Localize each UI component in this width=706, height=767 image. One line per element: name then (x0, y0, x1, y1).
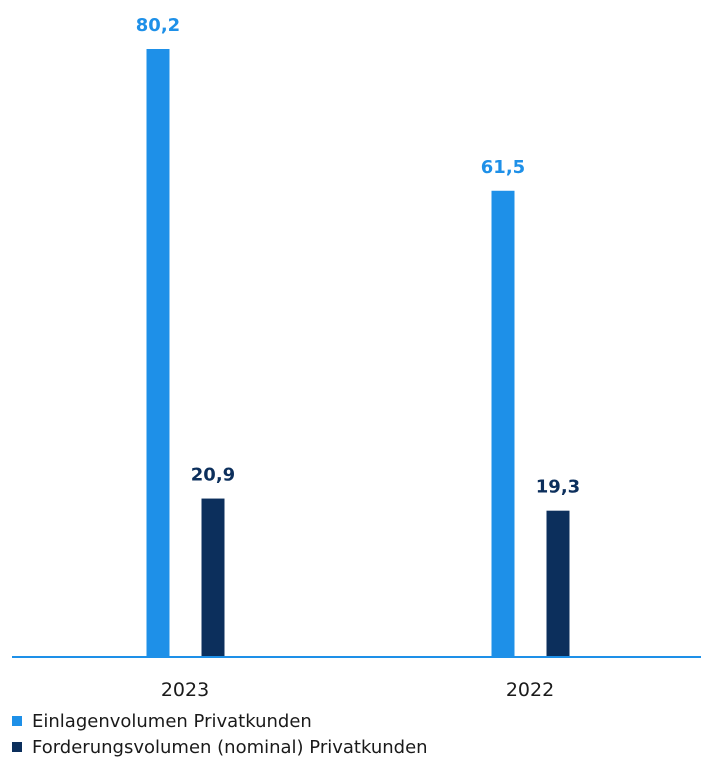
legend-label-forderungen: Forderungsvolumen (nominal) Privatkunden (32, 736, 428, 758)
x-tick-labels-group: 2023 2022 (161, 679, 554, 700)
legend-swatch-einlagen (12, 716, 22, 726)
x-tick-label-2022: 2022 (506, 679, 554, 700)
legend-item: Forderungsvolumen (nominal) Privatkunden (12, 734, 428, 760)
bars-group (146, 49, 570, 658)
bar-forderungen-2023 (201, 498, 225, 657)
value-label-einlagen-2022: 61,5 (481, 157, 525, 178)
bar-forderungen-2022 (546, 510, 570, 657)
x-tick-label-2023: 2023 (161, 679, 209, 700)
value-label-forderungen-2022: 19,3 (536, 477, 580, 498)
bar-chart: 80,2 61,5 20,9 19,3 2023 2022 (12, 15, 701, 700)
value-label-forderungen-2023: 20,9 (191, 465, 235, 486)
legend-label-einlagen: Einlagenvolumen Privatkunden (32, 710, 312, 732)
legend: Einlagenvolumen Privatkunden Forderungsv… (12, 708, 428, 760)
legend-swatch-forderungen (12, 742, 22, 752)
legend-item: Einlagenvolumen Privatkunden (12, 708, 428, 734)
bar-einlagen-2023 (146, 49, 170, 657)
value-label-einlagen-2023: 80,2 (136, 15, 180, 36)
bar-einlagen-2022 (491, 190, 515, 658)
value-labels-group: 80,2 61,5 20,9 19,3 (136, 15, 580, 498)
